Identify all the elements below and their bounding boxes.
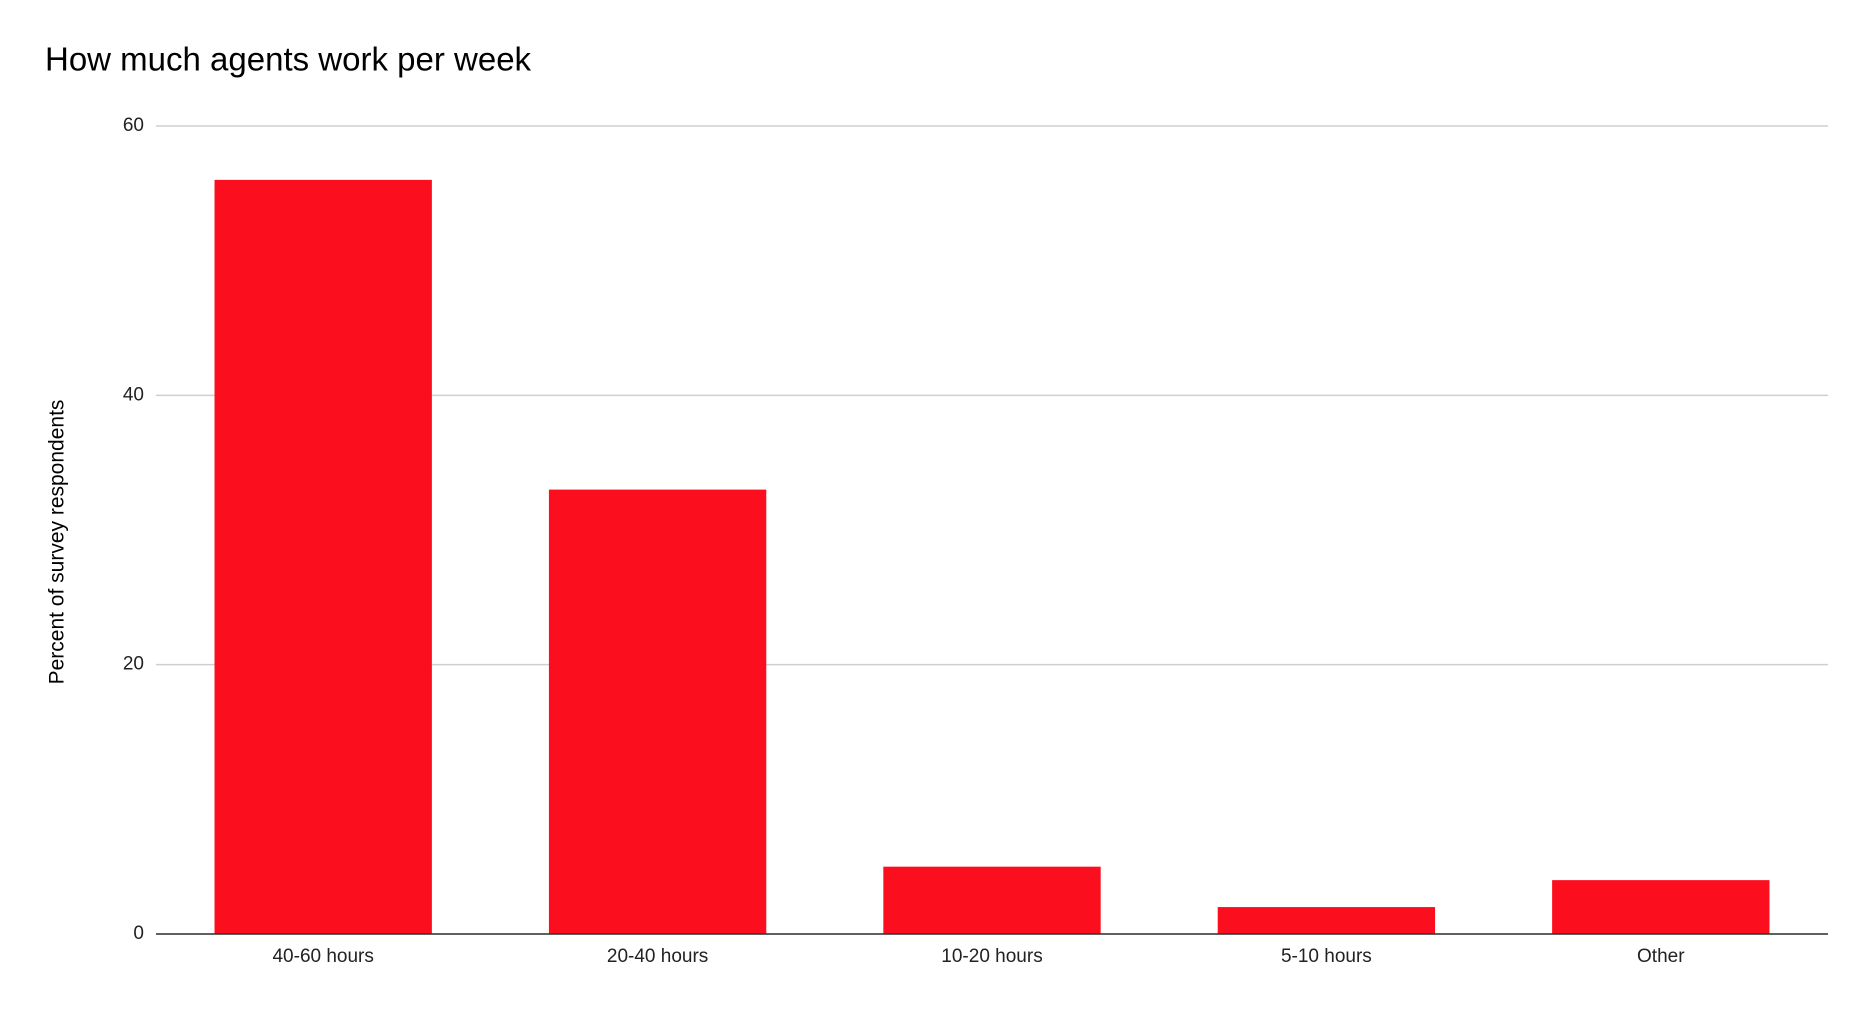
bar (548, 489, 767, 934)
x-tick-label: 20-40 hours (607, 946, 708, 967)
y-axis-label: Percent of survey respondents (46, 400, 69, 685)
chart-title: How much agents work per week (45, 41, 532, 78)
x-tick-label: 10-20 hours (941, 946, 1042, 967)
bar (1217, 907, 1436, 934)
y-tick-label: 20 (123, 654, 144, 675)
bar (883, 866, 1101, 934)
y-tick-label: 40 (123, 384, 144, 405)
y-tick-label: 60 (123, 115, 144, 136)
x-tick-label: Other (1637, 946, 1685, 967)
x-tick-label: 5-10 hours (1281, 946, 1372, 967)
bar (214, 179, 432, 934)
x-tick-label: 40-60 hours (272, 946, 373, 967)
bar (1552, 880, 1770, 934)
y-tick-label: 0 (133, 923, 144, 944)
